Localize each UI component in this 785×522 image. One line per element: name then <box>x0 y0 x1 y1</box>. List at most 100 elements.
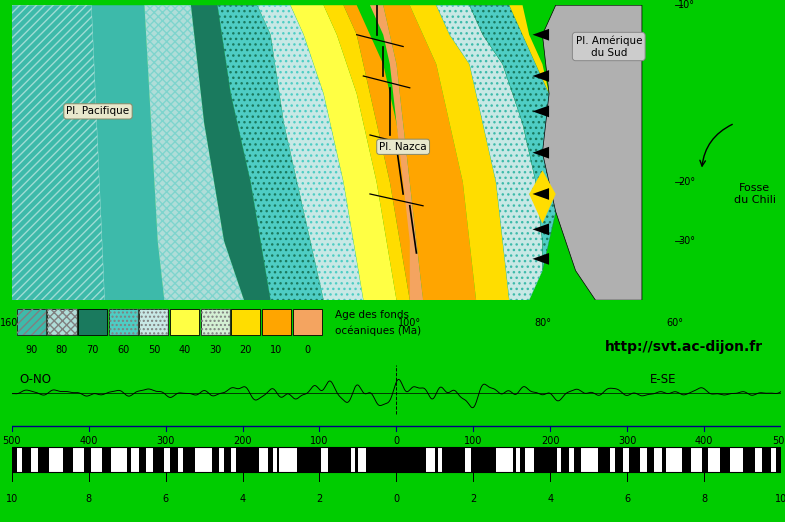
Polygon shape <box>509 5 549 94</box>
FancyBboxPatch shape <box>170 309 199 335</box>
Bar <box>236 447 259 472</box>
Polygon shape <box>290 5 396 300</box>
Bar <box>367 447 396 472</box>
Text: 40: 40 <box>178 346 191 355</box>
Text: 500: 500 <box>2 436 21 446</box>
Polygon shape <box>542 5 642 300</box>
Text: 0: 0 <box>393 436 400 446</box>
Bar <box>435 447 437 472</box>
Bar <box>170 447 177 472</box>
Text: 400: 400 <box>695 436 714 446</box>
Bar <box>720 447 729 472</box>
Polygon shape <box>532 105 549 117</box>
Bar <box>12 447 16 472</box>
Polygon shape <box>529 170 556 223</box>
Bar <box>776 447 781 472</box>
FancyBboxPatch shape <box>78 309 108 335</box>
Bar <box>356 447 358 472</box>
Bar <box>534 447 557 472</box>
Text: 80°: 80° <box>534 318 551 328</box>
Bar <box>102 447 111 472</box>
FancyBboxPatch shape <box>47 309 76 335</box>
FancyBboxPatch shape <box>108 309 138 335</box>
Bar <box>314 447 321 472</box>
Bar <box>73 447 85 472</box>
Bar <box>277 447 279 472</box>
Text: 10°: 10° <box>678 0 696 10</box>
Text: E-SE: E-SE <box>650 373 677 386</box>
Bar <box>183 447 195 472</box>
Bar <box>629 447 640 472</box>
Bar <box>610 447 615 472</box>
Polygon shape <box>356 5 423 300</box>
Bar <box>85 447 91 472</box>
Bar <box>465 447 472 472</box>
FancyBboxPatch shape <box>293 309 322 335</box>
Text: 20°: 20° <box>678 177 696 187</box>
Polygon shape <box>12 5 164 300</box>
Bar <box>729 447 743 472</box>
Bar <box>442 447 465 472</box>
FancyBboxPatch shape <box>201 309 230 335</box>
Text: 90: 90 <box>25 346 38 355</box>
Bar <box>479 447 495 472</box>
Bar <box>516 447 520 472</box>
Text: 200: 200 <box>233 436 252 446</box>
Bar <box>615 447 623 472</box>
Bar <box>164 447 170 472</box>
Bar <box>682 447 691 472</box>
Bar <box>328 447 351 472</box>
Bar <box>12 447 781 472</box>
Bar <box>358 447 367 472</box>
Bar <box>561 447 569 472</box>
Polygon shape <box>532 253 549 265</box>
Text: Age des fonds: Age des fonds <box>335 310 410 321</box>
Bar <box>219 447 224 472</box>
Text: Fosse
du Chili: Fosse du Chili <box>734 183 776 205</box>
Text: Pl. Nazca: Pl. Nazca <box>379 142 427 152</box>
Bar <box>321 447 328 472</box>
Bar <box>654 447 662 472</box>
Bar <box>743 447 754 472</box>
Bar <box>195 447 212 472</box>
Text: 8: 8 <box>86 494 92 504</box>
Polygon shape <box>144 5 244 300</box>
Text: 500: 500 <box>772 436 785 446</box>
Text: 8: 8 <box>701 494 707 504</box>
Bar <box>49 447 64 472</box>
Bar <box>153 447 164 472</box>
Bar <box>708 447 720 472</box>
Bar <box>520 447 524 472</box>
Text: 100°: 100° <box>398 318 422 328</box>
Bar <box>574 447 581 472</box>
Polygon shape <box>469 5 556 271</box>
Polygon shape <box>12 5 104 300</box>
Text: 60°: 60° <box>666 318 684 328</box>
FancyBboxPatch shape <box>16 309 46 335</box>
Text: 10: 10 <box>270 346 283 355</box>
Text: 4: 4 <box>239 494 246 504</box>
Bar <box>111 447 127 472</box>
Polygon shape <box>410 5 509 300</box>
Bar <box>91 447 102 472</box>
Text: 0: 0 <box>393 494 400 504</box>
Bar <box>623 447 629 472</box>
Text: 10: 10 <box>5 494 18 504</box>
Text: 6: 6 <box>162 494 169 504</box>
Text: O-NO: O-NO <box>20 373 52 386</box>
FancyBboxPatch shape <box>262 309 291 335</box>
Bar <box>513 447 516 472</box>
Bar <box>569 447 574 472</box>
Polygon shape <box>257 5 363 300</box>
Bar <box>437 447 442 472</box>
Bar <box>396 447 426 472</box>
Bar <box>647 447 654 472</box>
Polygon shape <box>532 223 549 235</box>
Bar <box>662 447 666 472</box>
Text: 50: 50 <box>148 346 160 355</box>
Bar <box>771 447 776 472</box>
Bar <box>597 447 610 472</box>
Polygon shape <box>532 29 549 41</box>
Polygon shape <box>532 188 549 200</box>
Polygon shape <box>217 5 323 300</box>
